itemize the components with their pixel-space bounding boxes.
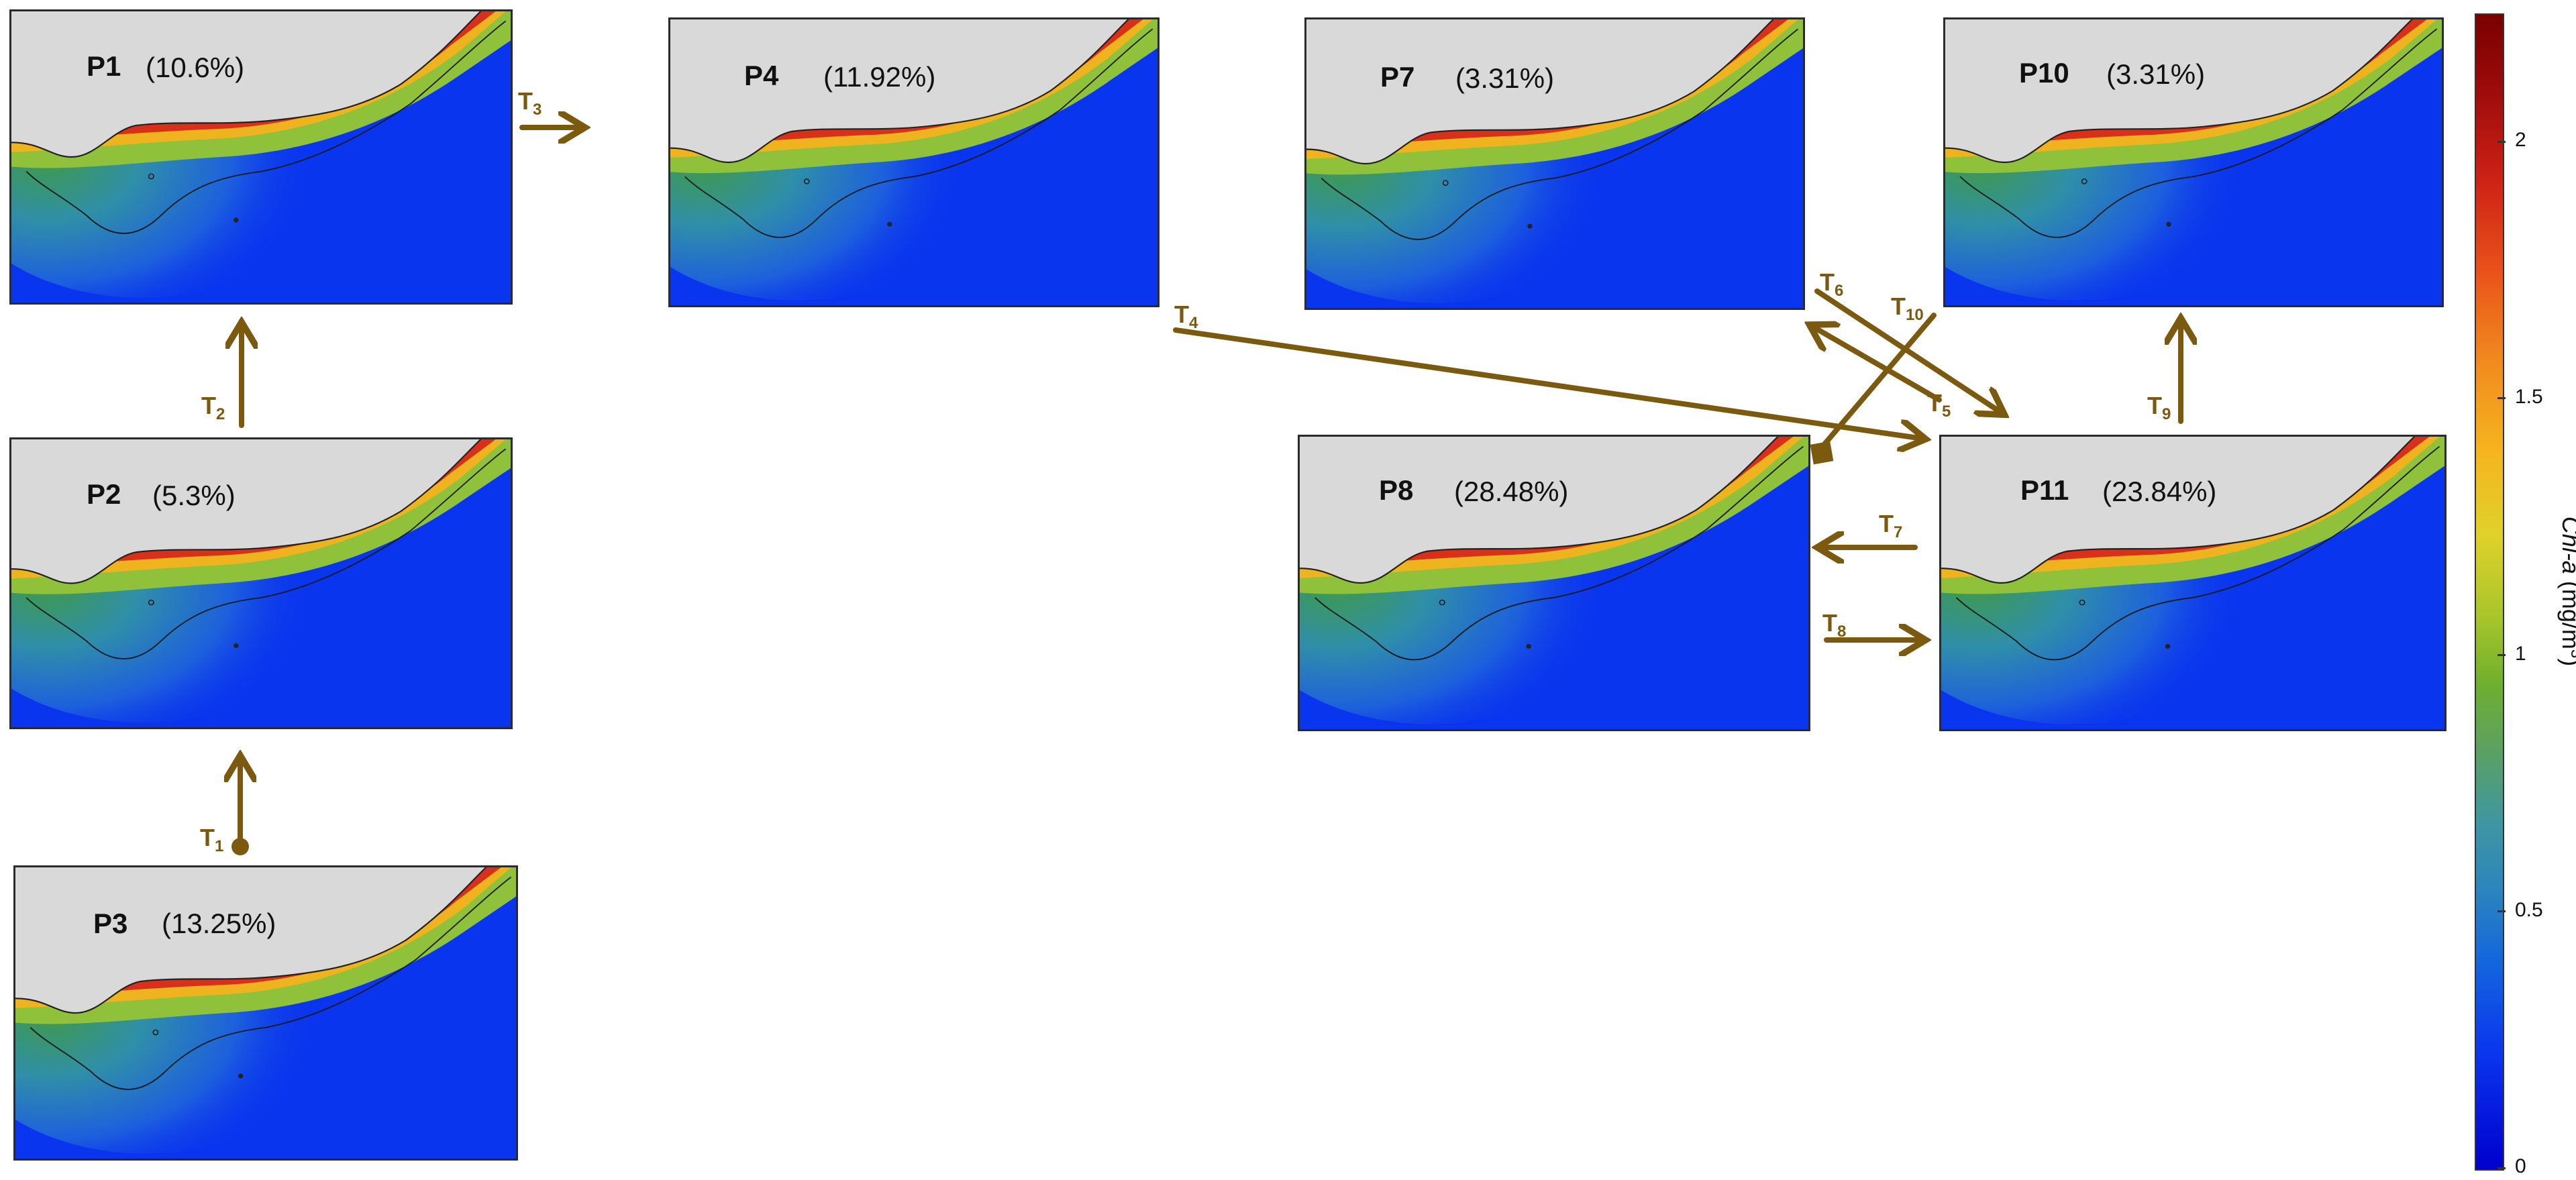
arrow-t10	[1818, 313, 1937, 451]
colorbar-tick-mark	[2497, 910, 2506, 912]
arrow-t5	[1812, 326, 1942, 403]
panel-percent: (3.31%)	[2106, 58, 2206, 90]
colorbar-tick-label: 0	[2515, 1155, 2526, 1177]
arrow-t10-end	[1810, 441, 1834, 465]
label-t4: T4	[1174, 301, 1198, 333]
colorbar-tick-label: 1.5	[2515, 386, 2543, 408]
panel-label: P10	[2019, 57, 2069, 89]
panel-label: P2	[87, 478, 121, 510]
label-t8: T8	[1822, 609, 1847, 641]
colorbar-tick-label: 0.5	[2515, 899, 2543, 921]
panel-p1: P1 (10.6%)	[9, 9, 513, 305]
label-t6: T6	[1820, 268, 1844, 301]
colorbar-tick-mark	[2497, 397, 2506, 399]
panel-label: P3	[93, 908, 128, 939]
colorbar-title: Chl-a (mg/m3)	[2557, 517, 2576, 666]
arrow-t4	[1173, 327, 1923, 439]
colorbar-tick-mark	[2497, 141, 2506, 143]
colorbar-tick-mark	[2497, 654, 2506, 656]
label-t3: T3	[518, 87, 542, 119]
label-t9: T9	[2147, 392, 2171, 424]
colorbar-tick-label: 2	[2515, 129, 2526, 151]
colorbar-unit: (mg/m	[2557, 580, 2576, 649]
panel-p4: P4 (11.92%)	[668, 17, 1160, 307]
panel-p3: P3 (13.25%)	[13, 865, 518, 1161]
panel-label: P7	[1380, 61, 1415, 93]
colorbar-unit-exponent: 3	[2567, 649, 2576, 658]
panel-p10: P10 (3.31%)	[1943, 17, 2444, 307]
panel-p11: P11 (23.84%)	[1939, 435, 2446, 731]
label-t1: T1	[200, 824, 224, 856]
panel-percent: (28.48%)	[1454, 476, 1569, 507]
panel-label: P4	[744, 60, 779, 91]
panel-p8: P8 (28.48%)	[1298, 435, 1810, 731]
label-t5: T5	[1927, 389, 1951, 421]
colorbar-variable: Chl-a	[2557, 516, 2576, 574]
arrow-t1-origin	[231, 838, 249, 855]
colorbar-unit-close: )	[2557, 658, 2576, 666]
panel-percent: (11.92%)	[823, 61, 936, 93]
colorbar	[2475, 13, 2504, 1171]
label-t10: T10	[1891, 292, 1924, 325]
colorbar-tick-mark	[2497, 1167, 2506, 1169]
panel-percent: (10.6%)	[146, 52, 245, 83]
panel-label: P8	[1379, 474, 1414, 506]
label-t7: T7	[1879, 510, 1903, 542]
panel-percent: (23.84%)	[2102, 476, 2217, 507]
panel-p7: P7 (3.31%)	[1304, 17, 1805, 310]
panel-label: P11	[2020, 474, 2069, 506]
panel-percent: (3.31%)	[1455, 62, 1555, 94]
panel-percent: (13.25%)	[162, 908, 276, 939]
colorbar-tick-label: 1	[2515, 643, 2526, 665]
panel-label: P1	[87, 50, 121, 82]
label-t2: T2	[201, 392, 225, 424]
panel-p2: P2 (5.3%)	[9, 437, 513, 729]
panel-percent: (5.3%)	[152, 480, 236, 511]
